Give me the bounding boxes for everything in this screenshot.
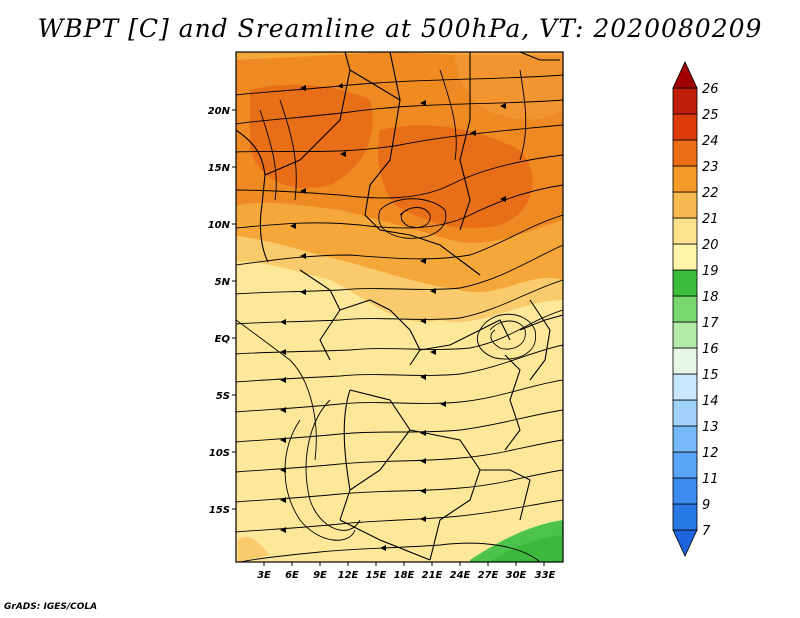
lat-label: 15N	[208, 163, 231, 174]
colorbar-bottom-triangle	[672, 529, 698, 557]
lat-label: EQ	[215, 334, 231, 345]
colorbar-segment	[672, 347, 698, 375]
lon-label: 24E	[450, 570, 471, 581]
stream-arrows	[280, 85, 506, 551]
lon-label: 18E	[394, 570, 415, 581]
colorbar-segment	[672, 217, 698, 245]
lon-label: 3E	[257, 570, 271, 581]
colorbar-segment	[672, 295, 698, 323]
wbpt-shading	[236, 52, 563, 562]
lon-label: 12E	[338, 570, 359, 581]
colorbar-segment	[672, 451, 698, 479]
lat-label: 5S	[216, 391, 230, 402]
lat-label: 10N	[208, 220, 231, 231]
lat-label: 15S	[209, 505, 230, 516]
colorbar-label: 26	[702, 82, 719, 97]
colorbar-label: 17	[702, 316, 719, 331]
colorbar-label: 20	[702, 238, 719, 253]
colorbar-label: 12	[702, 446, 719, 461]
lat-label: 20N	[208, 106, 231, 117]
map-frame	[235, 51, 564, 563]
colorbar-label: 11	[702, 472, 719, 487]
colorbar-label: 15	[702, 368, 719, 383]
lon-label: 15E	[366, 570, 387, 581]
colorbar-segment	[672, 399, 698, 427]
colorbar-segment	[672, 139, 698, 167]
colorbar-label: 9	[702, 498, 710, 513]
colorbar-top-triangle	[672, 61, 698, 89]
colorbar-segment	[672, 503, 698, 531]
colorbar-segment	[672, 425, 698, 453]
colorbar-segment	[672, 243, 698, 271]
colorbar-label: 19	[702, 264, 719, 279]
colorbar-label: 21	[702, 212, 719, 227]
lon-label: 6E	[285, 570, 299, 581]
lon-label: 21E	[422, 570, 443, 581]
lon-label: 33E	[535, 570, 556, 581]
software-credit: GrADS: IGES/COLA	[4, 602, 98, 612]
chart-title: WBPT [C] and Sreamline at 500hPa, VT: 20…	[37, 14, 763, 43]
colorbar-segment	[672, 269, 698, 297]
colorbar-segment	[672, 477, 698, 505]
colorbar-label: 13	[702, 420, 719, 435]
lat-label: 5N	[215, 277, 231, 288]
axis-ticks	[232, 109, 545, 566]
colorbar-label: 25	[702, 108, 719, 123]
colorbar-segment	[672, 165, 698, 193]
colorbar-label: 7	[702, 524, 711, 539]
colorbar-label: 23	[702, 160, 719, 175]
colorbar-segment	[672, 191, 698, 219]
country-borders	[236, 52, 563, 561]
lat-labels: 20N 15N 10N 5N EQ 5S 10S 15S	[208, 106, 231, 516]
colorbar-label: 16	[702, 342, 719, 357]
lon-label: 30E	[506, 570, 527, 581]
lon-label: 9E	[313, 570, 327, 581]
colorbar-segment	[672, 373, 698, 401]
lat-label: 10S	[209, 448, 230, 459]
colorbar-label: 18	[702, 290, 719, 305]
colorbar-label: 22	[702, 186, 719, 201]
colorbar-segment	[672, 87, 698, 115]
lon-label: 27E	[478, 570, 499, 581]
colorbar: 7 9 11 12 13 14 15 16 17 18 19 20 21 22 23 24 25 26	[672, 61, 719, 557]
colorbar-segment	[672, 113, 698, 141]
colorbar-label: 14	[702, 394, 719, 409]
lon-labels: 3E 6E 9E 12E 15E 18E 21E 24E 27E 30E 33E	[257, 570, 555, 581]
colorbar-segment	[672, 321, 698, 349]
colorbar-label: 24	[702, 134, 719, 149]
